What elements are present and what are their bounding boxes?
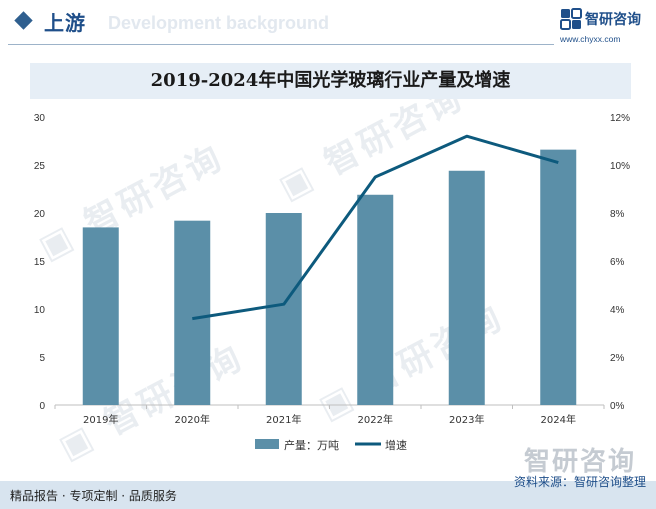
bar	[448, 170, 485, 405]
bar	[357, 194, 394, 405]
y-left-tick-label: 30	[34, 113, 46, 124]
footer-brand: 智研咨询	[523, 447, 636, 477]
logo-url: www.chyxx.com	[560, 34, 621, 44]
x-tick-label: 2021年	[266, 413, 301, 426]
chart-svg: 0 5 10 15 20 25 30 0% 2% 4% 6% 8% 10% 12% 2019年 2020年 20…	[34, 113, 630, 452]
footer: 智研咨询 精品报告 · 专项定制 · 品质服务 资料来源：智研咨询整理	[0, 447, 656, 509]
header: Development background 上游 智研咨询 www.chyxx…	[0, 0, 656, 48]
diamond-icon	[14, 11, 33, 30]
y-left-tick-label: 0	[39, 401, 45, 412]
legend-label: 产量：万吨	[284, 438, 339, 452]
logo: 智研咨询 www.chyxx.com	[560, 8, 650, 48]
y-left-tick-label: 20	[34, 209, 46, 220]
header-ghost-text: Development background	[108, 13, 330, 33]
bar	[540, 149, 577, 405]
bar	[174, 220, 211, 405]
bar	[265, 213, 302, 405]
y-left-tick-label: 5	[39, 353, 45, 364]
growth-line	[192, 134, 559, 321]
footer-slogan: 精品报告 · 专项定制 · 品质服务	[10, 489, 177, 503]
y-right-tick-label: 0%	[610, 401, 625, 412]
bar	[82, 227, 119, 405]
x-tick-label: 2019年	[83, 413, 118, 426]
legend-label: 增速	[385, 438, 407, 452]
footer-source: 资料来源：智研咨询整理	[513, 475, 646, 489]
y-right-tick-label: 4%	[610, 305, 625, 316]
x-tick-label: 2020年	[175, 413, 210, 426]
y-right-tick-label: 6%	[610, 257, 625, 268]
chart-title-bar: 2019-2024年中国光学玻璃行业产量及增速	[30, 63, 631, 99]
y-right-tick-label: 8%	[610, 209, 625, 220]
x-tick-label: 2023年	[449, 413, 484, 426]
y-right-tick-label: 12%	[610, 113, 630, 124]
y-left-tick-label: 10	[34, 305, 46, 316]
brand-logo-icon	[560, 8, 582, 30]
y-left-tick-label: 15	[34, 257, 46, 268]
x-tick-label: 2022年	[358, 413, 393, 426]
x-tick-label: 2024年	[541, 413, 576, 426]
chart-title: 2019-2024年中国光学玻璃行业产量及增速	[150, 70, 511, 91]
header-divider	[8, 44, 554, 45]
y-left-tick-label: 25	[34, 161, 46, 172]
chart-panel: ▣ 智研咨询 ▣ 智研咨询 ▣ 智研咨询 ▣ 智研咨询 2019-2024年中国…	[8, 55, 648, 471]
page-title: 上游	[44, 11, 86, 35]
legend-swatch-bar	[255, 439, 279, 449]
y-right-tick-label: 2%	[610, 353, 625, 364]
logo-name: 智研咨询	[585, 12, 641, 28]
y-right-tick-label: 10%	[610, 161, 630, 172]
